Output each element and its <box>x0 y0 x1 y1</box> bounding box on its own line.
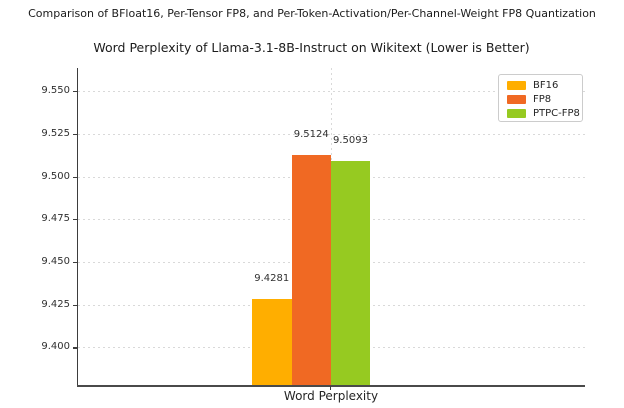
x-tick-label: Word Perplexity <box>283 389 379 403</box>
legend-item-ptpc-fp8: PTPC-FP8 <box>507 107 582 120</box>
x-axis-spine <box>76 385 586 387</box>
legend-swatch-ptpc-fp8 <box>507 109 526 118</box>
bar-value-label: 9.5124 <box>293 129 329 141</box>
legend-item-fp8: FP8 <box>507 93 582 106</box>
y-tick-mark <box>73 91 77 93</box>
figure-suptitle: Comparison of BFloat16, Per-Tensor FP8, … <box>28 7 596 20</box>
y-tick-mark <box>73 304 77 306</box>
y-tick-mark <box>73 219 77 221</box>
legend-label: BF16 <box>533 80 559 91</box>
y-tick-label: 9.425 <box>41 298 70 310</box>
gridline-horizontal <box>78 91 585 93</box>
y-tick-label: 9.525 <box>41 127 70 139</box>
y-tick-mark <box>73 347 77 349</box>
y-tick-label: 9.500 <box>41 170 70 182</box>
plot-area: 9.4281 9.5124 9.5093 <box>78 68 585 385</box>
bar-fp8 <box>291 155 331 385</box>
legend-item-bf16: BF16 <box>507 79 582 92</box>
legend-swatch-fp8 <box>507 95 526 104</box>
bar-value-label: 9.4281 <box>254 273 290 285</box>
y-tick-mark <box>73 261 77 264</box>
legend-swatch-bf16 <box>507 81 526 90</box>
y-tick-label: 9.400 <box>41 341 70 353</box>
y-tick-label: 9.475 <box>41 213 70 225</box>
y-tick-label: 9.550 <box>41 85 70 97</box>
legend-label: PTPC-FP8 <box>533 108 580 119</box>
y-tick-mark <box>73 133 77 135</box>
bar-ptpc-fp8 <box>330 160 371 385</box>
legend: BF16 FP8 PTPC-FP8 <box>498 74 583 122</box>
gridline-horizontal <box>78 133 585 135</box>
y-axis-spine <box>76 68 79 386</box>
bar-value-label: 9.5093 <box>332 134 368 146</box>
bar-bf16 <box>252 299 292 385</box>
chart-title: Word Perplexity of Llama-3.1-8B-Instruct… <box>93 40 530 55</box>
y-tick-mark <box>73 176 77 178</box>
x-tick-mark <box>330 386 332 390</box>
legend-label: FP8 <box>533 94 552 105</box>
y-tick-label: 9.450 <box>41 255 70 267</box>
